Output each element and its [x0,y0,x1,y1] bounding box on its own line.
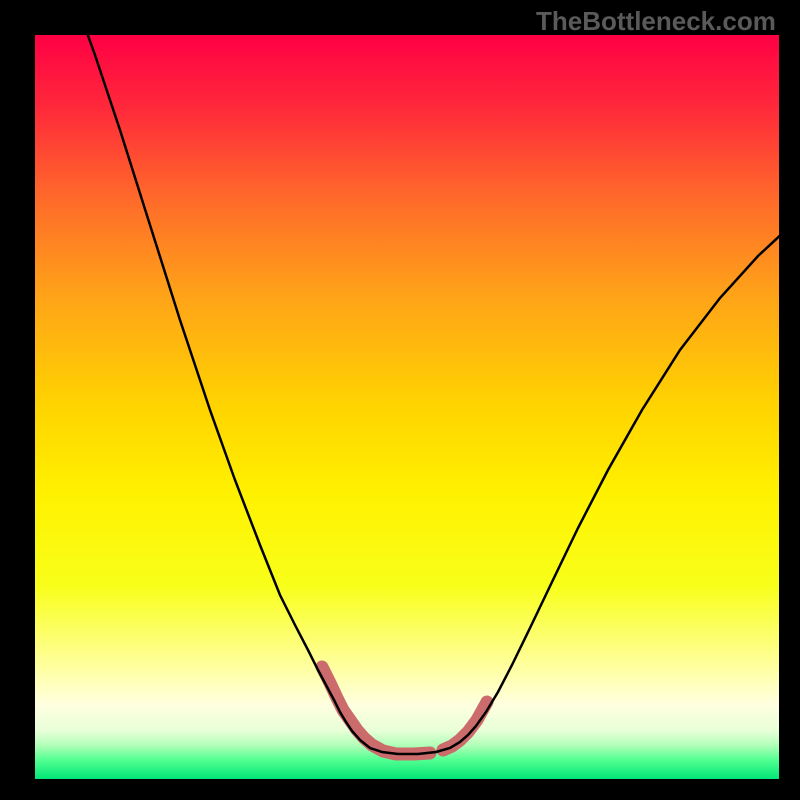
plot-area [35,35,779,779]
chart-svg [35,35,779,779]
watermark-text: TheBottleneck.com [536,6,776,37]
gradient-background [35,35,779,779]
canvas: TheBottleneck.com [0,0,800,800]
